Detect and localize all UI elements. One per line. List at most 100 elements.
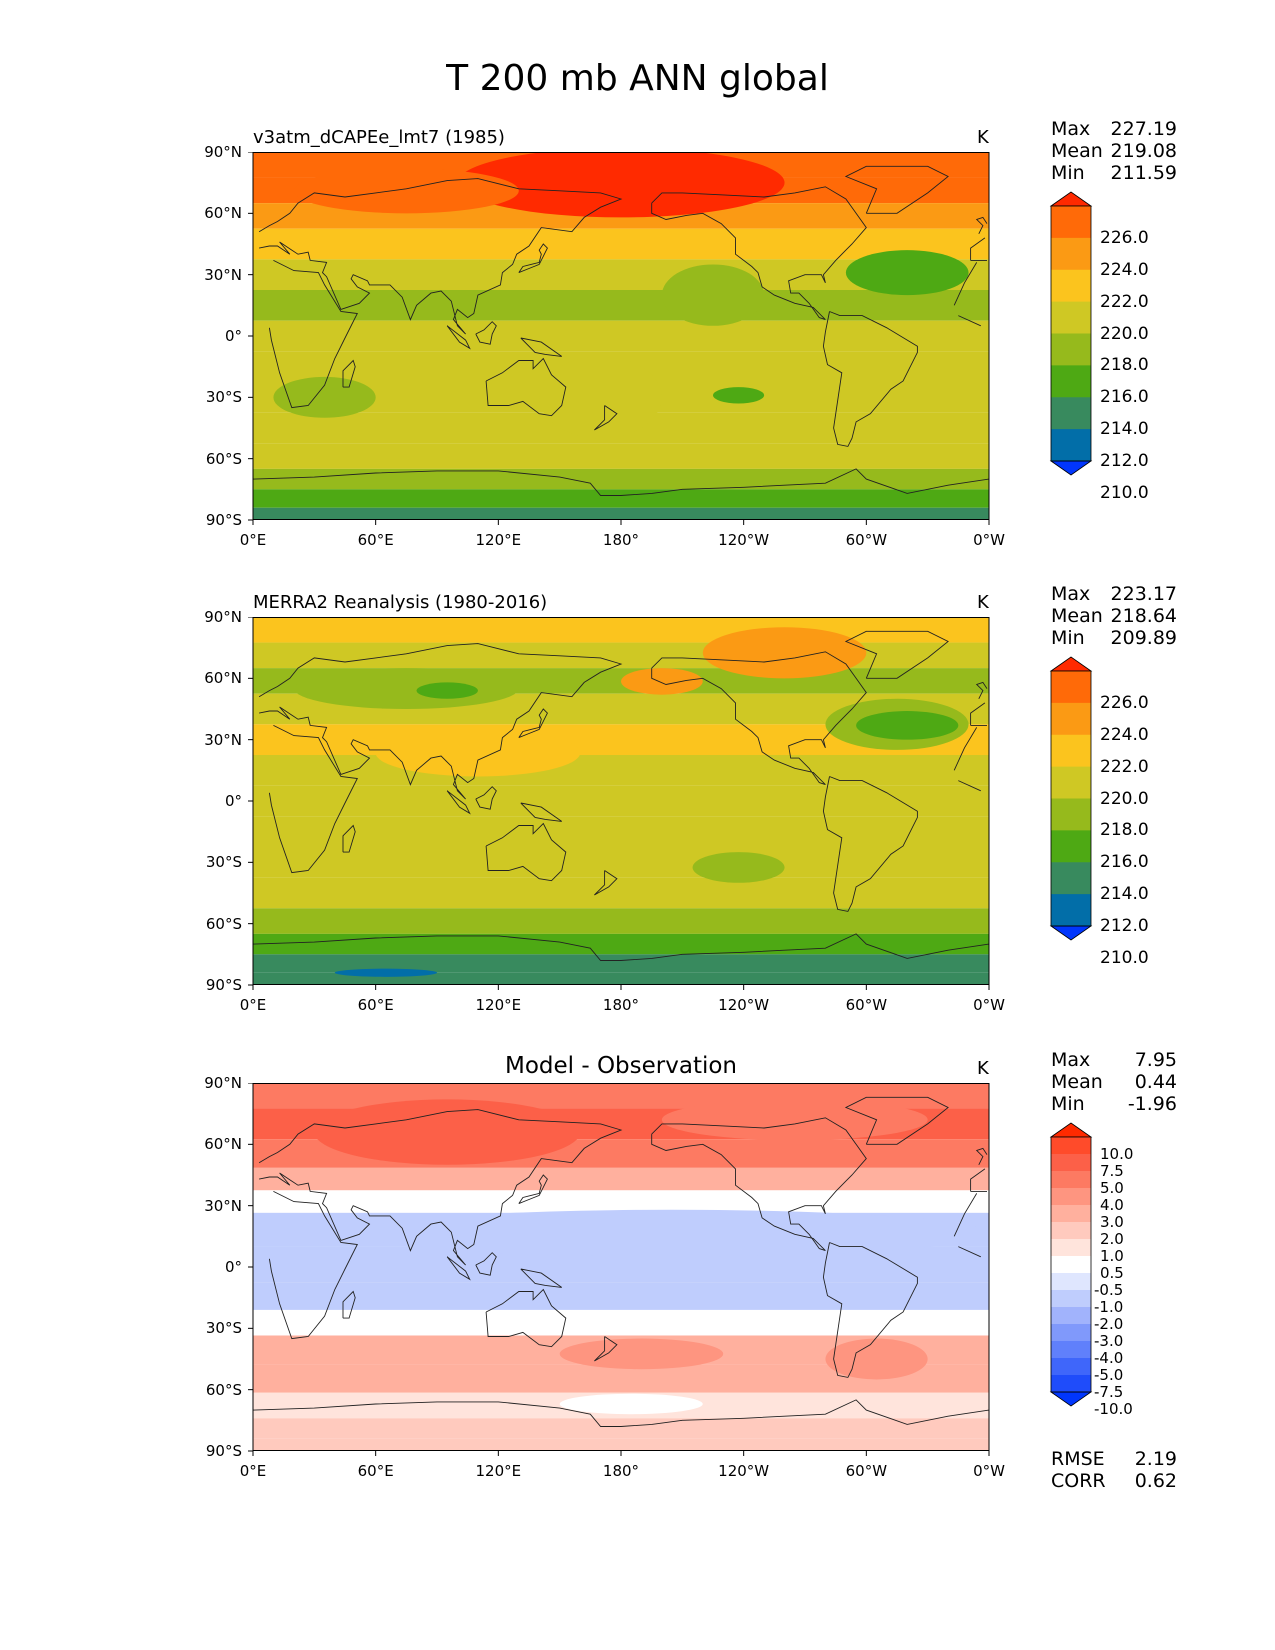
colorbar-label: 222.0 <box>1100 291 1149 312</box>
colorbar-label: 224.0 <box>1100 259 1149 280</box>
lat-tick-label: 60°S <box>205 449 242 468</box>
lat-tick-label: 30°S <box>205 853 242 872</box>
coastline-australia <box>485 822 567 882</box>
stat-value-min: 211.59 <box>1110 162 1177 184</box>
coastline-greenland <box>844 1096 949 1145</box>
colorbar-label: -7.5 <box>1094 1383 1124 1401</box>
stat-value-max: 223.17 <box>1110 583 1177 605</box>
map-canvas <box>248 1083 990 1456</box>
metric-value-rmse: 2.19 <box>1134 1448 1177 1470</box>
stat-label-min: Min <box>1051 162 1085 184</box>
contour-blob <box>273 376 376 418</box>
lon-tick-label: 120°E <box>475 996 522 1014</box>
contour-blob <box>713 387 765 404</box>
contour-blob <box>539 356 662 439</box>
colorbar-label: -1.0 <box>1094 1298 1124 1316</box>
coastline-newZealand <box>594 1336 618 1362</box>
coastline-eurasia <box>970 237 986 261</box>
lon-tick-label: 60°W <box>845 1462 888 1480</box>
units-label: K <box>977 1058 989 1079</box>
lat-tick-label: 30°N <box>204 730 242 749</box>
colorbar-label: -0.5 <box>1094 1281 1124 1299</box>
colorbar-label: 226.0 <box>1100 692 1149 713</box>
metric-label-corr: CORR <box>1051 1470 1106 1492</box>
map-2-coastlines <box>253 630 989 961</box>
colorbar-extend-min <box>1049 460 1093 476</box>
stat-value-min: -1.96 <box>1127 1093 1177 1115</box>
lat-tick-label: 30°N <box>204 265 242 284</box>
lat-tick-label: 60°S <box>205 914 242 933</box>
colorbar-bin <box>1051 333 1091 366</box>
coastline-eurasia <box>970 702 986 726</box>
figure-title: T 200 mb ANN global <box>446 58 829 99</box>
colorbar-bin <box>1051 429 1091 462</box>
contour-blob <box>692 852 785 883</box>
stat-value-mean: 0.44 <box>1134 1071 1177 1093</box>
lat-tick-label: 30°N <box>204 1196 242 1215</box>
contour-blob-min <box>334 968 437 977</box>
contour-band <box>253 290 989 321</box>
colorbar-bin <box>1051 894 1091 927</box>
colorbar-label: -5.0 <box>1094 1366 1124 1384</box>
colorbar-frame <box>1050 1136 1092 1393</box>
lat-tick-label: 90°S <box>205 511 242 529</box>
coastline-africa <box>958 315 981 327</box>
colorbar <box>1049 191 1093 476</box>
colorbar-label: 210.0 <box>1100 482 1149 503</box>
lon-tick-label: 0°W <box>973 1462 1005 1480</box>
colorbar-label: 10.0 <box>1100 1145 1134 1163</box>
contour-band <box>253 972 989 985</box>
lat-tick-label: 30°S <box>205 1319 242 1338</box>
coastline-northAmerica <box>651 1117 867 1252</box>
colorbar-bin <box>1051 1137 1091 1155</box>
stat-label-mean: Mean <box>1051 1071 1103 1093</box>
lat-tick-label: 30°S <box>205 388 242 407</box>
colorbar-bin <box>1051 702 1091 736</box>
colorbar-label: 7.5 <box>1100 1162 1124 1180</box>
colorbar-frame <box>1050 205 1092 462</box>
colorbar-label: 3.0 <box>1100 1213 1124 1231</box>
coastline-southAmerica <box>822 311 918 447</box>
coastline-africa <box>268 724 358 874</box>
coastline-newZealand <box>594 870 618 896</box>
contour-band <box>253 847 989 878</box>
stat-label-min: Min <box>1051 1093 1085 1115</box>
coastline-sumatra <box>446 1256 471 1281</box>
colorbar-label: 214.0 <box>1100 884 1149 905</box>
lon-tick-label: 60°W <box>845 531 888 549</box>
contour-blob-negative <box>355 1209 989 1257</box>
map-canvas <box>248 152 990 525</box>
coastline-newGuinea <box>520 1268 562 1288</box>
contour-band <box>253 954 989 973</box>
colorbar-bin <box>1051 830 1091 863</box>
coastline-australia <box>485 1288 567 1348</box>
colorbar-bin <box>1051 798 1091 831</box>
colorbar-bin <box>1051 734 1091 768</box>
lon-tick-label: 120°E <box>475 531 522 549</box>
colorbar-bin <box>1051 1171 1091 1189</box>
map-panel-2: MERRA2 Reanalysis (1980-2016) K 90°N 60°N 30… <box>0 577 1275 1047</box>
coastline-southAmerica <box>822 776 918 912</box>
coastline-eurasia <box>970 1168 986 1192</box>
lon-tick-label: 180° <box>602 1462 640 1480</box>
stat-value-min: 209.89 <box>1110 627 1177 649</box>
contour-band <box>253 443 989 469</box>
colorbar-label: 2.0 <box>1100 1230 1124 1248</box>
metric-label-rmse: RMSE <box>1051 1448 1105 1470</box>
contour-band <box>253 877 989 909</box>
coastline-sumatra <box>446 790 471 815</box>
map-canvas <box>248 617 990 990</box>
panel-title: v3atm_dCAPEe_lmt7 (1985) <box>253 127 505 148</box>
lat-tick-label: 60°N <box>204 204 242 223</box>
units-label: K <box>977 592 989 613</box>
colorbar-bin <box>1051 1358 1091 1376</box>
colorbar-label: 220.0 <box>1100 323 1149 344</box>
coastline-eurasia <box>258 643 623 800</box>
contour-band <box>253 1309 989 1336</box>
coastline-africa <box>268 1190 358 1340</box>
lat-tick-label: 60°S <box>205 1380 242 1399</box>
colorbar-bin <box>1051 269 1091 303</box>
colorbar-bin <box>1051 1324 1091 1342</box>
coastline-newGuinea <box>520 802 562 822</box>
contour-blob-neutral <box>559 1393 703 1415</box>
